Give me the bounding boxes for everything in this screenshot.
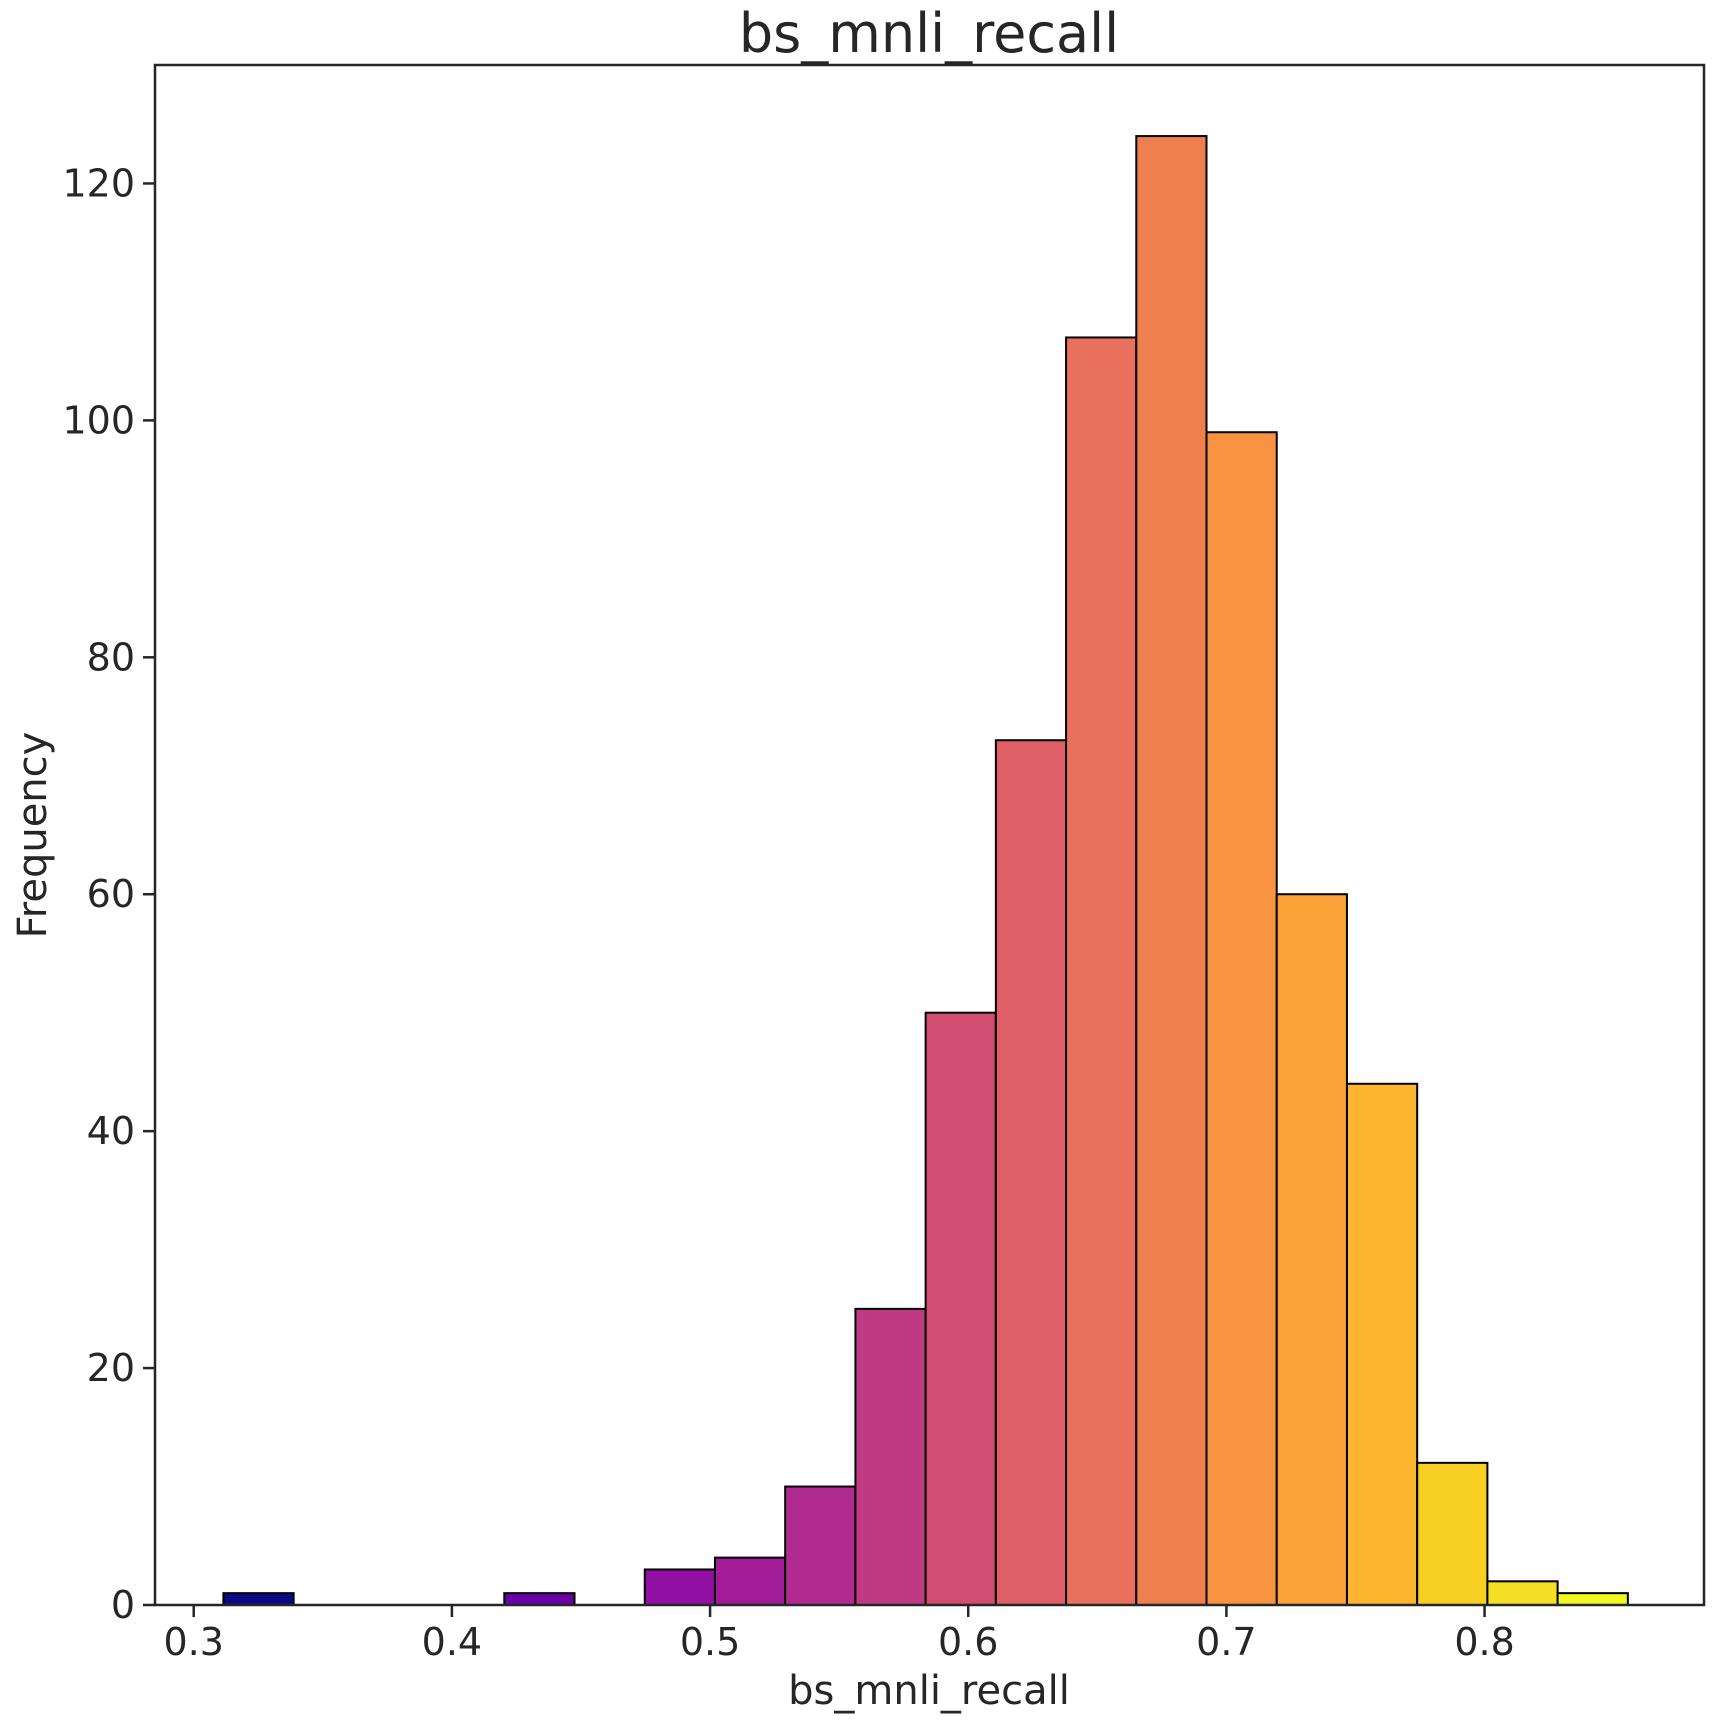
y-axis-ticks: 0 20 40 60 80 100 120 [62,161,155,1627]
y-tick-label: 80 [87,635,135,679]
x-tick-label: 0.7 [1196,1620,1256,1664]
histogram-bar-10 [924,1011,997,1606]
histogram-bar-6 [643,1568,716,1606]
histogram-bar-16 [1345,1082,1419,1606]
y-tick-label: 100 [62,398,135,442]
y-tick-label: 40 [87,1109,135,1153]
plot-frame [153,63,1706,1607]
chart-title: bs_mnli_recall [739,2,1119,65]
histogram-bar-9 [854,1307,927,1606]
x-axis-title: bs_mnli_recall [788,1668,1070,1714]
histogram-bar-11 [994,739,1068,1606]
x-tick-label: 0.6 [938,1620,998,1664]
bars-layer [222,135,1629,1607]
histogram-bar-8 [784,1485,857,1607]
y-tick-label: 0 [111,1583,135,1627]
histogram-bar-13 [1135,135,1208,1607]
y-tick-label: 120 [62,161,135,205]
histogram-bar-18 [1486,1580,1559,1607]
histogram-bar-17 [1416,1461,1489,1606]
x-tick-label: 0.8 [1454,1620,1514,1664]
histogram-bar-19 [1556,1592,1629,1607]
histogram-bar-15 [1275,893,1348,1606]
x-tick-label: 0.4 [422,1620,482,1664]
y-axis-title: Frequency [10,732,56,939]
y-tick-label: 60 [87,872,135,916]
x-tick-label: 0.3 [164,1620,224,1664]
histogram-bar-0 [222,1592,295,1607]
histogram-bar-7 [713,1556,787,1606]
histogram-bar-4 [503,1592,576,1607]
y-tick-label: 20 [87,1346,135,1390]
histogram-bar-12 [1065,336,1138,1607]
x-axis-ticks: 0.3 0.4 0.5 0.6 0.7 0.8 [164,1605,1515,1664]
histogram-bar-14 [1205,431,1278,1607]
x-tick-label: 0.5 [680,1620,740,1664]
